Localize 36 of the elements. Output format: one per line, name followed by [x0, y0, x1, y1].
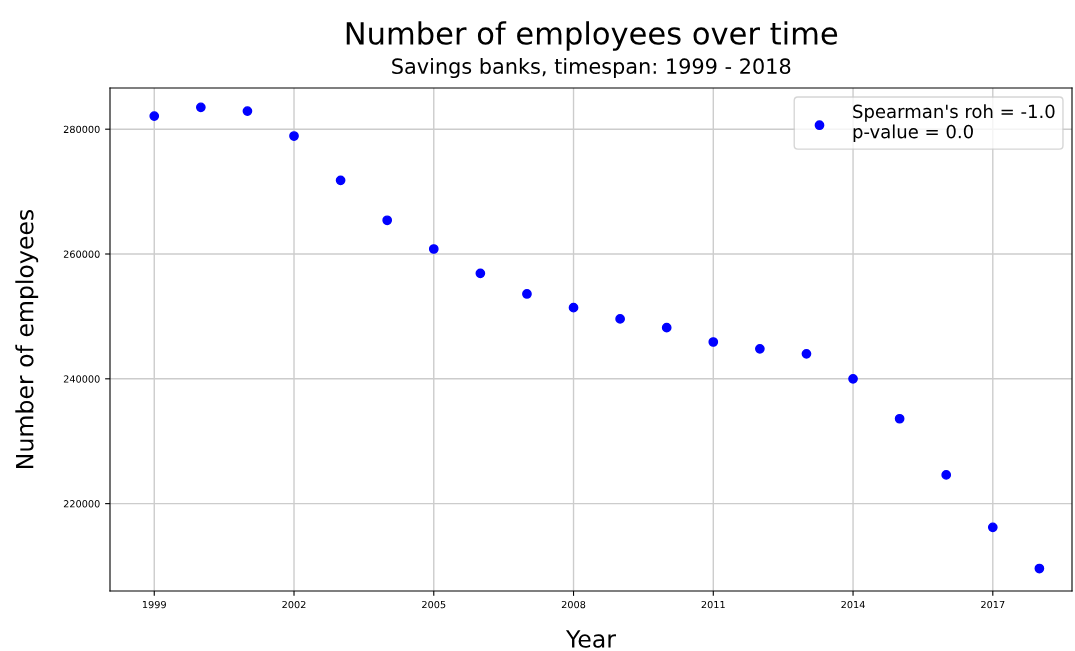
- point: [801, 348, 812, 359]
- point: [475, 268, 486, 279]
- x-tick-label: 1999: [142, 600, 166, 609]
- point: [615, 314, 625, 324]
- legend-label: Spearman's roh = -1.0 p-value = 0.0: [853, 104, 1055, 142]
- point: [848, 373, 858, 384]
- point: [289, 131, 299, 141]
- point: [149, 111, 160, 121]
- y-tick-label: 260000: [63, 250, 100, 258]
- point: [661, 322, 672, 333]
- x-tick-label: 2008: [561, 600, 586, 609]
- point: [335, 175, 346, 186]
- point: [755, 343, 765, 354]
- point: [568, 302, 579, 313]
- x-tick-label: 2011: [701, 600, 725, 609]
- y-tick-label: 220000: [63, 500, 100, 508]
- point: [242, 106, 253, 116]
- x-tick-label: 2017: [981, 600, 1005, 609]
- x-tick-label: 2005: [422, 600, 446, 609]
- point: [1034, 563, 1045, 574]
- point: [987, 522, 998, 533]
- point: [382, 215, 393, 226]
- point: [195, 102, 206, 113]
- x-tick-label: 2002: [282, 600, 306, 609]
- point: [708, 337, 719, 347]
- y-axis-title: Number of employees: [15, 209, 39, 468]
- x-tick-label: 2014: [841, 600, 865, 609]
- point: [941, 470, 952, 480]
- x-axis-title: Year: [565, 630, 616, 648]
- y-tick-label: 240000: [63, 375, 100, 383]
- chart-subtitle: Savings banks, timespan: 1999 - 2018: [392, 57, 791, 79]
- chart-title: Number of employees over time: [346, 21, 838, 51]
- y-tick-label: 280000: [63, 125, 100, 134]
- point: [428, 244, 439, 254]
- point: [522, 289, 532, 299]
- point: [894, 413, 905, 424]
